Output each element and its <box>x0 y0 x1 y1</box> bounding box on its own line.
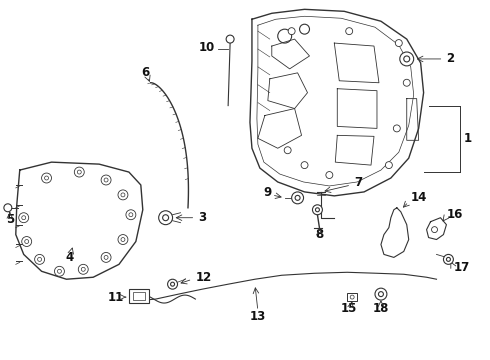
Circle shape <box>443 255 453 264</box>
Circle shape <box>4 204 12 212</box>
Text: 4: 4 <box>65 251 74 264</box>
Circle shape <box>118 235 128 244</box>
Circle shape <box>395 40 402 46</box>
Circle shape <box>35 255 45 264</box>
Circle shape <box>168 279 177 289</box>
Text: 1: 1 <box>464 132 471 145</box>
Circle shape <box>22 237 32 247</box>
Circle shape <box>301 162 308 168</box>
FancyBboxPatch shape <box>133 292 145 300</box>
FancyBboxPatch shape <box>129 289 149 303</box>
Circle shape <box>54 266 64 276</box>
Circle shape <box>403 79 410 86</box>
Circle shape <box>393 125 400 132</box>
Circle shape <box>292 192 303 204</box>
Text: 12: 12 <box>196 271 212 284</box>
Circle shape <box>288 28 295 35</box>
Circle shape <box>104 255 108 260</box>
Circle shape <box>386 162 392 168</box>
Text: 2: 2 <box>446 53 455 66</box>
Text: 10: 10 <box>199 41 215 54</box>
Circle shape <box>104 178 108 182</box>
Text: 5: 5 <box>6 213 14 226</box>
Text: 18: 18 <box>373 302 389 315</box>
Circle shape <box>74 167 84 177</box>
Circle shape <box>19 213 29 223</box>
Circle shape <box>121 193 125 197</box>
Circle shape <box>38 257 42 261</box>
Circle shape <box>57 269 61 273</box>
Text: 17: 17 <box>453 261 469 274</box>
Circle shape <box>295 195 300 201</box>
Circle shape <box>101 252 111 262</box>
Circle shape <box>24 239 29 243</box>
Text: 9: 9 <box>264 186 272 199</box>
Circle shape <box>375 288 387 300</box>
Circle shape <box>313 205 322 215</box>
Text: 8: 8 <box>315 228 323 241</box>
Circle shape <box>129 213 133 217</box>
Text: 7: 7 <box>354 176 362 189</box>
Circle shape <box>159 211 172 225</box>
Circle shape <box>446 257 450 261</box>
Circle shape <box>126 210 136 220</box>
Circle shape <box>404 56 410 62</box>
Circle shape <box>22 216 25 220</box>
Text: 15: 15 <box>341 302 357 315</box>
Text: 3: 3 <box>198 211 206 224</box>
Text: 11: 11 <box>108 291 124 303</box>
Circle shape <box>378 292 383 297</box>
Circle shape <box>346 28 353 35</box>
Circle shape <box>118 190 128 200</box>
Text: 13: 13 <box>250 310 266 323</box>
Circle shape <box>278 29 292 43</box>
Circle shape <box>284 147 291 154</box>
Circle shape <box>163 215 169 221</box>
Circle shape <box>45 176 49 180</box>
Circle shape <box>78 264 88 274</box>
Circle shape <box>81 267 85 271</box>
Text: 16: 16 <box>446 208 463 221</box>
Circle shape <box>77 170 81 174</box>
Circle shape <box>432 227 438 233</box>
Circle shape <box>326 172 333 179</box>
Circle shape <box>121 238 125 242</box>
Circle shape <box>42 173 51 183</box>
Circle shape <box>226 35 234 43</box>
Circle shape <box>400 52 414 66</box>
Circle shape <box>299 24 310 34</box>
Circle shape <box>101 175 111 185</box>
Text: 6: 6 <box>142 66 150 79</box>
Circle shape <box>316 208 319 212</box>
Circle shape <box>350 295 354 299</box>
Circle shape <box>171 282 174 286</box>
FancyBboxPatch shape <box>347 293 357 301</box>
Text: 14: 14 <box>411 192 427 204</box>
